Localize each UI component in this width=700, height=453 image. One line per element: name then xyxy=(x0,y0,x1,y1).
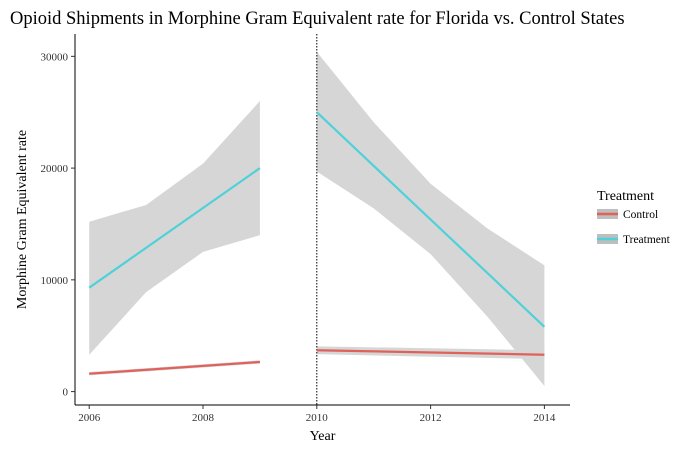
x-axis-title: Year xyxy=(310,429,336,444)
series-line-treatment-1 xyxy=(88,167,261,289)
y-tick-label: 20000 xyxy=(41,163,69,175)
x-tick-label: 2006 xyxy=(78,412,101,424)
legend: Treatment Control Treatment xyxy=(597,189,671,246)
series-line-treatment-2 xyxy=(316,111,546,328)
x-tick-label: 2008 xyxy=(192,412,215,424)
plot-area: 2006 2008 2010 2012 2014 0 10000 20000 30000 xyxy=(41,34,570,424)
y-tick-label: 10000 xyxy=(41,275,69,287)
chart-title: Opioid Shipments in Morphine Gram Equiva… xyxy=(10,9,625,29)
legend-title: Treatment xyxy=(597,189,654,204)
series-line-control-2 xyxy=(316,349,545,356)
y-tick-label: 30000 xyxy=(41,51,69,63)
y-axis-title: Morphine Gram Equivalent rate xyxy=(15,130,30,309)
legend-label-treatment: Treatment xyxy=(623,234,671,246)
x-tick-label: 2014 xyxy=(533,412,556,424)
legend-label-control: Control xyxy=(623,209,658,221)
series-line-control-1 xyxy=(89,360,260,375)
x-tick-label: 2010 xyxy=(306,412,329,424)
y-tick-label: 0 xyxy=(63,387,69,399)
x-tick-label: 2012 xyxy=(420,412,442,424)
